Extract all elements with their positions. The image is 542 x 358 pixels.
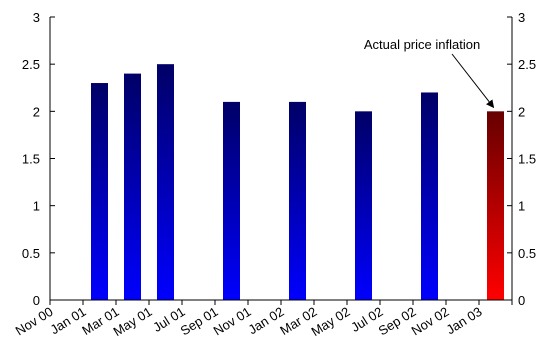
bar-may-02 (355, 111, 372, 300)
x-tick-label: Jan 02 (246, 304, 287, 337)
y-right-tick-label: 0.5 (518, 246, 536, 261)
x-tick-label: Nov 01 (211, 304, 254, 339)
bar-mar-01 (124, 73, 141, 300)
bar-jan-03 (487, 111, 504, 300)
x-tick-label: Nov 00 (13, 304, 56, 339)
annotation: Actual price inflation (364, 37, 495, 109)
y-left-tick-label: 2 (33, 104, 40, 119)
bar-jan-02 (289, 101, 306, 301)
bar-may-01 (157, 64, 174, 300)
bar-sep-01 (223, 101, 240, 301)
y-right-tick-label: 2.5 (518, 57, 536, 72)
bar-sep-02 (421, 92, 438, 300)
y-axis-left: 0 0.5 1 1.5 2 2.5 3 (22, 10, 55, 308)
plot-area (50, 17, 512, 300)
y-left-tick-label: 1 (33, 199, 40, 214)
y-left-tick-label: 0 (33, 293, 40, 308)
y-right-tick-label: 1.5 (518, 152, 536, 167)
y-right-tick-label: 1 (518, 199, 525, 214)
x-tick-label: May 01 (110, 304, 154, 339)
bars (91, 64, 504, 301)
y-left-tick-label: 1.5 (22, 152, 40, 167)
x-tick-label: Nov 02 (409, 304, 452, 339)
x-tick-label: Jan 01 (48, 304, 89, 337)
annotation-label: Actual price inflation (364, 37, 480, 52)
y-left-tick-label: 0.5 (22, 246, 40, 261)
annotation-arrow (451, 53, 495, 109)
plot-background (50, 17, 512, 300)
bar-jan-01 (91, 83, 108, 300)
x-tick-label: Jan 03 (444, 304, 485, 337)
x-tick-label: May 02 (308, 304, 352, 339)
x-tick-label: Sep 01 (178, 304, 221, 339)
y-right-tick-label: 2 (518, 104, 525, 119)
y-right-tick-label: 3 (518, 10, 525, 25)
x-tick-label: Sep 02 (376, 304, 419, 339)
y-left-tick-label: 3 (33, 10, 40, 25)
y-right-tick-label: 0 (518, 293, 525, 308)
y-left-tick-label: 2.5 (22, 57, 40, 72)
